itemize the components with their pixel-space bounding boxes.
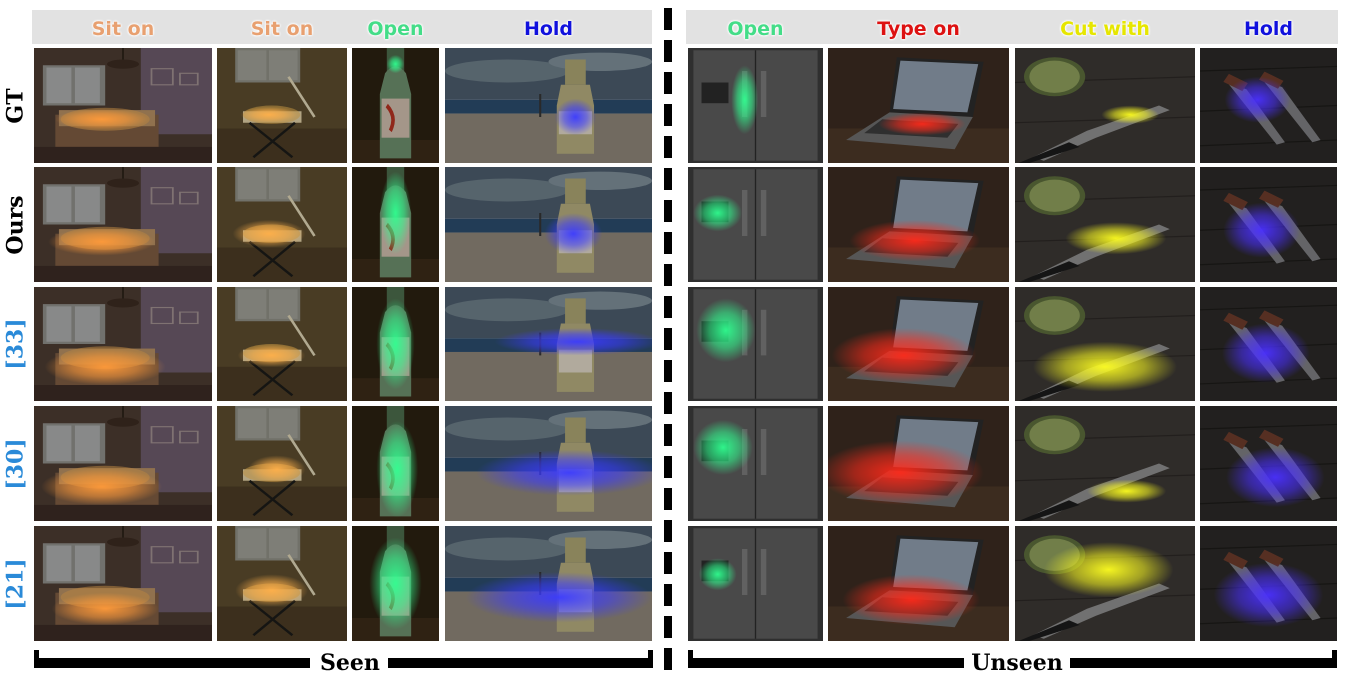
heatmap-image-r4-c7 <box>1200 526 1337 641</box>
unseen-label: Unseen <box>971 650 1063 676</box>
column-header-7: Hold <box>1243 18 1294 40</box>
row-label-text-1: Ours <box>3 194 30 255</box>
column-header-2: Open <box>367 18 424 40</box>
heatmap-image-r0-c5 <box>828 48 1009 163</box>
row-label-2: [33] <box>0 287 32 401</box>
column-header-4: Open <box>727 18 784 40</box>
heatmap-image-r0-c7 <box>1200 48 1337 163</box>
seen-bracket-right-tick <box>648 650 653 668</box>
heatmap-image-r4-c0 <box>34 526 212 641</box>
heatmap-image-r2-c6 <box>1015 287 1195 401</box>
row-label-3: [30] <box>0 406 32 521</box>
heatmap-image-r4-c4 <box>688 526 823 641</box>
heatmap-image-r0-c4 <box>688 48 823 163</box>
heatmap-image-r3-c5 <box>828 406 1009 521</box>
row-label-0: GT <box>0 48 32 163</box>
heatmap-image-r1-c0 <box>34 167 212 282</box>
heatmap-image-r0-c0 <box>34 48 212 163</box>
heatmap-image-r1-c6 <box>1015 167 1195 282</box>
heatmap-image-r0-c1 <box>217 48 347 163</box>
unseen-bracket-right-line <box>1070 658 1336 668</box>
row-label-1: Ours <box>0 167 32 282</box>
heatmap-image-r1-c1 <box>217 167 347 282</box>
column-header-3: Hold <box>523 18 574 40</box>
heatmap-image-r4-c2 <box>352 526 439 641</box>
heatmap-image-r1-c3 <box>445 167 652 282</box>
heatmap-image-r2-c2 <box>352 287 439 401</box>
heatmap-image-r4-c5 <box>828 526 1009 641</box>
unseen-bracket-left-line <box>688 658 964 668</box>
heatmap-image-r2-c3 <box>445 287 652 401</box>
heatmap-image-r0-c6 <box>1015 48 1195 163</box>
heatmap-image-r2-c0 <box>34 287 212 401</box>
row-label-text-2: [33] <box>3 318 29 370</box>
heatmap-image-r4-c6 <box>1015 526 1195 641</box>
heatmap-image-r1-c7 <box>1200 167 1337 282</box>
row-label-4: [21] <box>0 526 32 641</box>
heatmap-image-r0-c2 <box>352 48 439 163</box>
heatmap-image-r4-c1 <box>217 526 347 641</box>
row-label-text-0: GT <box>3 87 30 124</box>
seen-label: Seen <box>320 650 380 676</box>
column-header-0: Sit on <box>91 18 155 40</box>
heatmap-image-r1-c4 <box>688 167 823 282</box>
header-bar-seen <box>32 10 652 44</box>
seen-unseen-divider <box>664 8 672 672</box>
heatmap-image-r4-c3 <box>445 526 652 641</box>
column-header-6: Cut with <box>1060 18 1150 40</box>
heatmap-image-r3-c4 <box>688 406 823 521</box>
heatmap-image-r3-c2 <box>352 406 439 521</box>
heatmap-image-r1-c5 <box>828 167 1009 282</box>
column-header-1: Sit on <box>250 18 314 40</box>
heatmap-image-r1-c2 <box>352 167 439 282</box>
heatmap-image-r3-c0 <box>34 406 212 521</box>
heatmap-image-r2-c5 <box>828 287 1009 401</box>
heatmap-image-r2-c4 <box>688 287 823 401</box>
seen-bracket-left-line <box>34 658 310 668</box>
heatmap-image-r0-c3 <box>445 48 652 163</box>
row-label-text-3: [30] <box>3 437 29 490</box>
heatmap-image-r2-c7 <box>1200 287 1337 401</box>
row-label-text-4: [21] <box>3 557 29 610</box>
header-bar-unseen <box>686 10 1338 44</box>
heatmap-image-r3-c7 <box>1200 406 1337 521</box>
heatmap-image-r3-c1 <box>217 406 347 521</box>
unseen-bracket-right-tick <box>1332 650 1337 668</box>
column-header-5: Type on <box>877 18 960 40</box>
seen-bracket-right-line <box>388 658 652 668</box>
heatmap-image-r2-c1 <box>217 287 347 401</box>
heatmap-image-r3-c6 <box>1015 406 1195 521</box>
heatmap-image-r3-c3 <box>445 406 652 521</box>
